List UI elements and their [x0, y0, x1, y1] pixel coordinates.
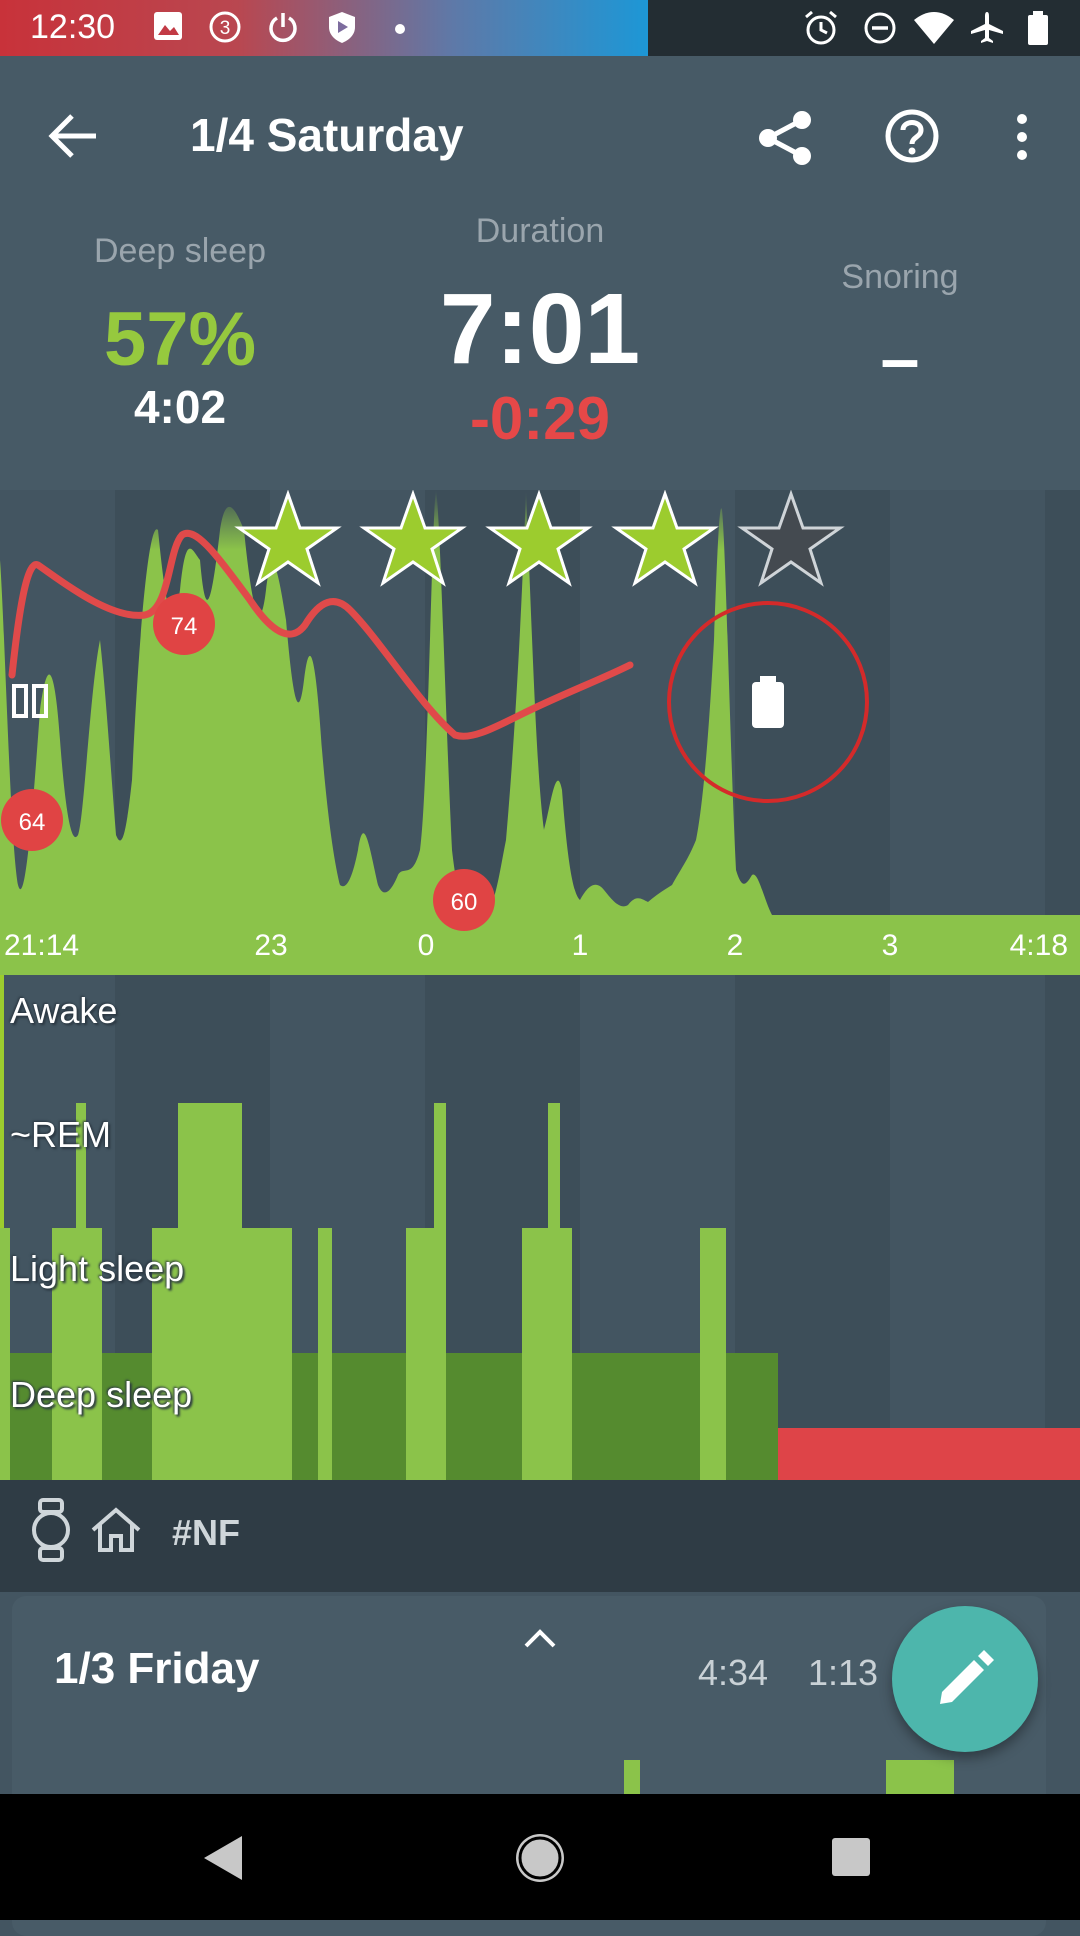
- hr-marker-label: 60: [451, 889, 478, 916]
- stage-label-deep: Deep sleep: [10, 1374, 193, 1415]
- deep-sleep-label: Deep sleep: [93, 232, 266, 270]
- pencil-icon: [940, 1650, 994, 1704]
- time-axis-band: [0, 915, 1080, 975]
- rem-block: [548, 1103, 560, 1228]
- wifi-icon: [914, 12, 954, 44]
- actigraph-chart[interactable]: 21:14 23 0 1 2 3 4:18 64 74 60: [0, 490, 1080, 975]
- stage-label-rem: ~REM: [10, 1114, 112, 1155]
- summary-area: [0, 200, 1080, 490]
- hr-marker: 74: [153, 593, 215, 655]
- do-not-disturb-icon: [864, 12, 896, 44]
- star-empty-icon[interactable]: [737, 490, 845, 587]
- x-tick-label: 2: [727, 929, 744, 962]
- power-icon: [269, 13, 297, 43]
- notification-count-icon: 3: [209, 11, 241, 43]
- x-tick-label: 4:18: [1010, 929, 1068, 962]
- duration-diff: -0:29: [469, 385, 611, 452]
- battery-event-icon[interactable]: [752, 676, 784, 728]
- light-sleep-block: [152, 1228, 292, 1480]
- stage-label-awake: Awake: [10, 990, 118, 1031]
- dot-icon: [395, 24, 405, 34]
- highlight-circle: [667, 601, 869, 803]
- app-bar: [0, 56, 1080, 221]
- rem-block: [76, 1103, 86, 1228]
- card-duration: 4:34: [698, 1652, 769, 1693]
- battery-icon: [1028, 11, 1048, 45]
- snoring-value: –: [880, 319, 920, 397]
- page-title: 1/4 Saturday: [190, 109, 464, 161]
- edit-fab-button[interactable]: [892, 1606, 1038, 1752]
- snoring-label: Snoring: [841, 258, 959, 296]
- awake-gap-block: [778, 1428, 1080, 1480]
- hr-marker-label: 74: [171, 613, 198, 640]
- stage-label-light: Light sleep: [10, 1248, 185, 1289]
- share-icon[interactable]: [758, 110, 812, 166]
- shield-icon: [329, 12, 355, 43]
- hypnogram-chart[interactable]: [0, 975, 1080, 1480]
- hr-marker: 60: [433, 869, 495, 931]
- tag-label[interactable]: #NF: [172, 1512, 241, 1553]
- light-sleep-block: [700, 1228, 726, 1480]
- time-band: [1045, 975, 1080, 1480]
- light-sleep-block: [52, 1228, 102, 1480]
- sleep-rating[interactable]: [230, 490, 850, 590]
- card-deep-duration: 1:13: [808, 1652, 879, 1693]
- hr-marker-label: 64: [19, 809, 46, 836]
- image-icon: [154, 12, 182, 40]
- star-icon[interactable]: [359, 490, 467, 587]
- light-sleep-block: [522, 1228, 572, 1480]
- star-icon[interactable]: [485, 490, 593, 587]
- light-sleep-block: [318, 1228, 332, 1480]
- deep-sleep-block: [10, 1353, 778, 1480]
- airplane-icon: [971, 12, 1003, 43]
- x-tick-label: 0: [418, 929, 435, 962]
- star-icon[interactable]: [611, 490, 719, 587]
- star-icon[interactable]: [234, 490, 342, 587]
- status-time: 12:30: [30, 8, 116, 46]
- nav-back-icon[interactable]: [202, 1834, 244, 1882]
- home-icon: [91, 1507, 141, 1552]
- nav-home-icon[interactable]: [512, 1830, 568, 1886]
- timeline-start: [0, 975, 4, 1480]
- more-vert-icon[interactable]: [1012, 112, 1032, 162]
- light-sleep-block: [0, 1228, 10, 1480]
- deep-sleep-time: 4:02: [133, 381, 227, 433]
- x-tick-label: 1: [572, 929, 589, 962]
- duration-value: 7:01: [439, 273, 641, 385]
- light-sleep-block: [406, 1228, 446, 1480]
- watch-icon: [32, 1498, 70, 1562]
- alarm-icon: [805, 10, 837, 45]
- deep-sleep-percent: 57%: [103, 297, 257, 382]
- tags-bar: [0, 1480, 1080, 1592]
- rem-block: [434, 1103, 446, 1228]
- heart-rate-line: [8, 529, 634, 740]
- x-tick-label: 3: [882, 929, 899, 962]
- svg-text:3: 3: [220, 18, 231, 39]
- chevron-up-icon[interactable]: [522, 1626, 558, 1650]
- rem-block: [178, 1103, 242, 1228]
- duration-label: Duration: [475, 212, 605, 250]
- nav-recents-icon[interactable]: [830, 1836, 872, 1878]
- help-icon[interactable]: [884, 108, 940, 164]
- hr-marker: 64: [1, 789, 63, 851]
- x-tick-label: 23: [254, 929, 287, 962]
- back-arrow-icon[interactable]: [48, 112, 100, 160]
- card-mini-hypnogram: [624, 1760, 954, 1796]
- card-title: 1/3 Friday: [54, 1644, 260, 1693]
- x-tick-label: 21:14: [4, 929, 79, 962]
- time-band: [1045, 490, 1080, 915]
- pause-icon[interactable]: [12, 684, 48, 718]
